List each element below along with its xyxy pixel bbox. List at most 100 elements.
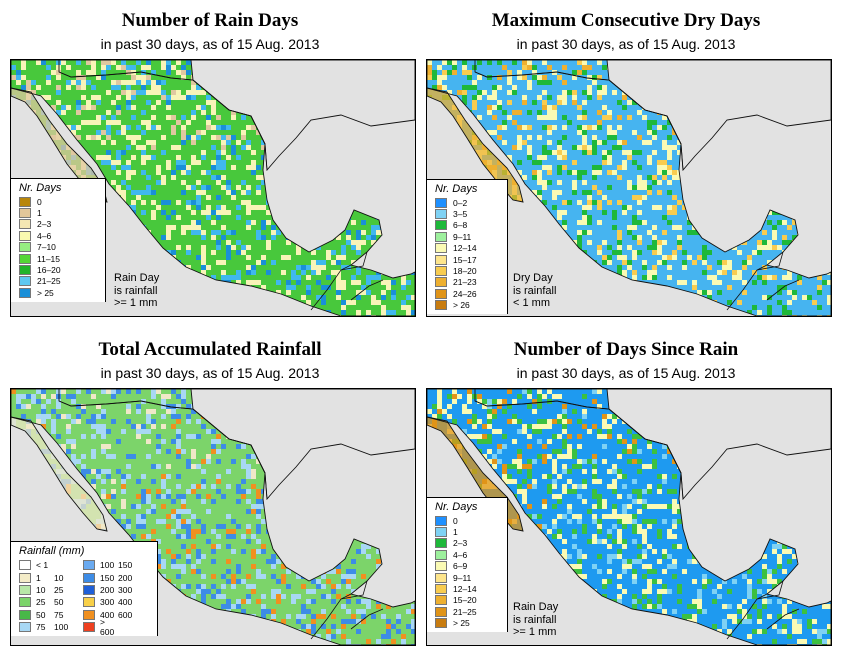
legend-item: 11–15 — [19, 253, 105, 264]
legend-label: > 26 — [453, 300, 470, 311]
legend-swatch — [19, 287, 31, 298]
legend-swatch — [435, 572, 447, 583]
coastline — [11, 60, 415, 316]
legend-range-high: 10 — [54, 572, 64, 583]
legend-label: 4–6 — [453, 549, 468, 560]
legend-range-low: 1 — [36, 572, 41, 583]
country-border — [766, 608, 800, 630]
legend-swatch — [83, 584, 95, 595]
legend-rows: 0 1 2–3 4–6 6–9 9–11 12–14 15–20 21–25 > 25 — [427, 515, 507, 632]
legend-swatch — [435, 243, 447, 254]
legend-item: 0 — [435, 515, 507, 526]
legend-swatch — [19, 242, 31, 253]
country-border — [766, 279, 800, 301]
note-line: >= 1 mm — [114, 297, 158, 309]
country-border — [350, 608, 384, 630]
note-line: is rainfall — [114, 284, 158, 297]
legend-swatch — [19, 253, 31, 264]
legend-item: > 600 — [83, 617, 145, 637]
legend-item: 4–6 — [19, 230, 105, 241]
legend-range-low: > 600 — [100, 617, 115, 638]
legend-swatch — [435, 618, 447, 629]
legend-rows: 0–2 3–5 6–8 9–11 12–14 15–17 18–20 21–23 24–26 > … — [427, 197, 507, 314]
country-border — [726, 264, 768, 311]
legend-swatch — [19, 219, 31, 230]
country-border — [474, 71, 684, 171]
legend-swatch — [435, 277, 447, 288]
legend-range-low: 10 — [36, 584, 46, 595]
legend-range-low: 150 — [100, 572, 115, 583]
legend-range-high: 150 — [118, 560, 133, 571]
legend-item: 15–20 — [435, 595, 507, 606]
legend-item: 10 25 — [19, 584, 83, 596]
legend-swatch — [83, 572, 95, 583]
legend-swatch — [435, 538, 447, 549]
legend-label: 3–5 — [453, 209, 468, 220]
country-border — [756, 251, 784, 271]
legend-swatch — [435, 561, 447, 572]
legend-swatch — [83, 609, 95, 620]
legend-title: Nr. Days — [435, 183, 478, 195]
legend-item: 21–25 — [435, 606, 507, 617]
legend-item: 300 400 — [83, 596, 145, 608]
legend-range-high: 400 — [118, 597, 133, 608]
legend-swatch — [19, 560, 31, 571]
coastline — [11, 389, 415, 645]
panel-subtitle: in past 30 days, as of 15 Aug. 2013 — [100, 365, 320, 381]
legend-item: < 1 — [19, 559, 83, 571]
legend-swatch — [19, 230, 31, 241]
legend-range-high: 600 — [118, 609, 133, 620]
country-border — [340, 580, 368, 600]
baja-coastline — [427, 416, 524, 532]
legend-label: 0 — [453, 515, 458, 526]
legend-range-high: 100 — [54, 622, 69, 633]
legend-swatch — [435, 584, 447, 595]
coastline — [427, 389, 831, 645]
panel-subtitle: in past 30 days, as of 15 Aug. 2013 — [100, 36, 320, 52]
definition-note: Rain Day is rainfall >= 1 mm — [513, 601, 558, 639]
legend-label: 0 — [37, 196, 42, 207]
country-border — [310, 593, 352, 640]
legend-item: > 25 — [19, 287, 105, 298]
legend-label: 1 — [37, 208, 42, 219]
legend-item: 2–3 — [19, 219, 105, 230]
legend-item: 12–14 — [435, 243, 507, 254]
legend-label: 6–8 — [453, 220, 468, 231]
legend-item: 400 600 — [83, 609, 145, 621]
legend-item: 1 10 — [19, 571, 83, 583]
legend-item: 200 300 — [83, 584, 145, 596]
legend-swatch — [19, 622, 31, 633]
legend-label: 24–26 — [453, 288, 477, 299]
legend-swatch — [83, 622, 95, 633]
legend-label: 21–25 — [453, 606, 477, 617]
definition-note: Rain Day is rainfall >= 1 mm — [114, 272, 159, 310]
legend-swatch — [19, 196, 31, 207]
legend-label: 2–3 — [453, 538, 468, 549]
legend-item: 12–14 — [435, 583, 507, 595]
legend-range-low: 300 — [100, 597, 115, 608]
legend-range-low: 75 — [36, 622, 46, 633]
legend-item: 18–20 — [435, 265, 507, 277]
note-line: is rainfall — [513, 284, 557, 297]
legend-item: > 25 — [435, 618, 507, 629]
legend-label: 1 — [453, 527, 458, 538]
legend-swatch — [435, 209, 447, 220]
map-legend: Rainfall (mm) < 1 100 150 1 10 150 200 10 25 200 3… — [11, 541, 158, 637]
panel-since-rain: Number of Days Since Rain in past 30 day… — [416, 329, 836, 658]
legend-title: Nr. Days — [19, 182, 62, 194]
legend-label: > 25 — [37, 287, 54, 298]
legend-item: 15–17 — [435, 254, 507, 265]
legend-item: 0 — [19, 196, 105, 207]
legend-title: Nr. Days — [435, 501, 478, 513]
legend-label: > 25 — [453, 618, 470, 629]
map-since-rain: Nr. Days 0 1 2–3 4–6 6–9 9–11 12–14 15–20 21–25 >… — [426, 388, 832, 646]
country-border — [58, 71, 268, 171]
map-dry-days: Nr. Days 0–2 3–5 6–8 9–11 12–14 15–17 18–20 21–… — [426, 59, 832, 317]
panel-rain-days: Number of Rain Days in past 30 days, as … — [0, 0, 420, 329]
legend-swatch — [435, 549, 447, 560]
coastline — [427, 60, 831, 316]
map-rain-days: Nr. Days 0 1 2–3 4–6 7–10 11–15 16–20 21–25 > 25… — [10, 59, 416, 317]
legend-label: 15–20 — [453, 595, 477, 606]
note-line: Rain Day — [513, 601, 559, 613]
panel-title: Total Accumulated Rainfall — [98, 339, 322, 360]
